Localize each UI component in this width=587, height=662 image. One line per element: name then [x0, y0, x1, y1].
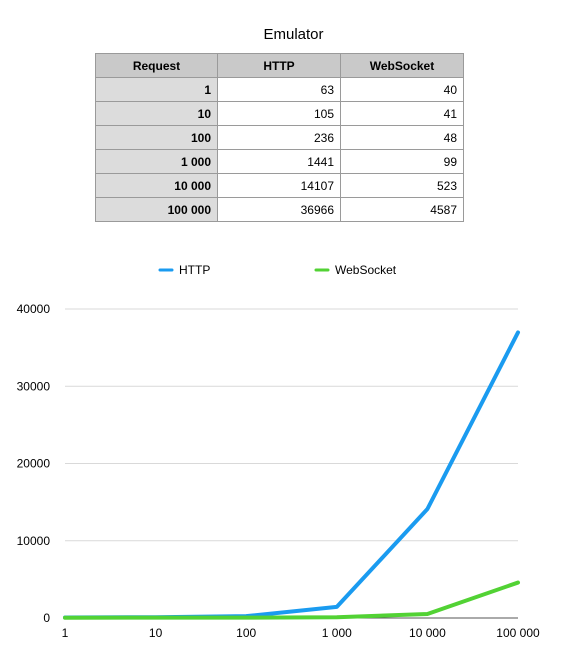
x-tick-label: 100 000	[496, 626, 540, 640]
websocket-cell: 4587	[340, 197, 464, 222]
websocket-cell: 40	[340, 77, 464, 102]
data-table: Request HTTP WebSocket 1 63 40 10 105 41…	[95, 53, 464, 222]
header-http: HTTP	[217, 53, 341, 78]
chart-title: Emulator	[263, 26, 324, 43]
websocket-cell: 523	[340, 173, 464, 198]
table-row: 1 000 1441 99	[95, 149, 464, 174]
x-tick-label: 100	[236, 626, 256, 640]
row-request-cell: 10 000	[95, 173, 218, 198]
y-tick-label: 30000	[17, 379, 51, 393]
x-tick-label: 10 000	[409, 626, 446, 640]
x-tick-label: 10	[149, 626, 163, 640]
http-cell: 63	[217, 77, 341, 102]
websocket-cell: 41	[340, 101, 464, 126]
series-line-http	[63, 330, 520, 620]
legend-label-websocket: WebSocket	[335, 263, 397, 277]
row-request-cell: 10	[95, 101, 218, 126]
legend-label-http: HTTP	[179, 263, 210, 277]
http-cell: 1441	[217, 149, 341, 174]
x-tick-label: 1	[62, 626, 69, 640]
table-row: 100 000 36966 4587	[95, 197, 464, 222]
table-row: 1 63 40	[95, 77, 464, 102]
y-tick-label: 10000	[17, 534, 51, 548]
series-line-websocket	[63, 580, 520, 620]
x-tick-label: 1 000	[322, 626, 352, 640]
table-row: 10 000 14107 523	[95, 173, 464, 198]
table-row: 10 105 41	[95, 101, 464, 126]
http-cell: 105	[217, 101, 341, 126]
y-tick-label: 40000	[17, 302, 51, 316]
header-websocket: WebSocket	[340, 53, 464, 78]
http-cell: 236	[217, 125, 341, 150]
y-tick-label: 20000	[17, 457, 51, 471]
http-cell: 36966	[217, 197, 341, 222]
row-request-cell: 100	[95, 125, 218, 150]
table-header-row: Request HTTP WebSocket	[95, 53, 464, 78]
http-cell: 14107	[217, 173, 341, 198]
row-request-cell: 100 000	[95, 197, 218, 222]
y-tick-label: 0	[43, 611, 50, 625]
websocket-cell: 99	[340, 149, 464, 174]
